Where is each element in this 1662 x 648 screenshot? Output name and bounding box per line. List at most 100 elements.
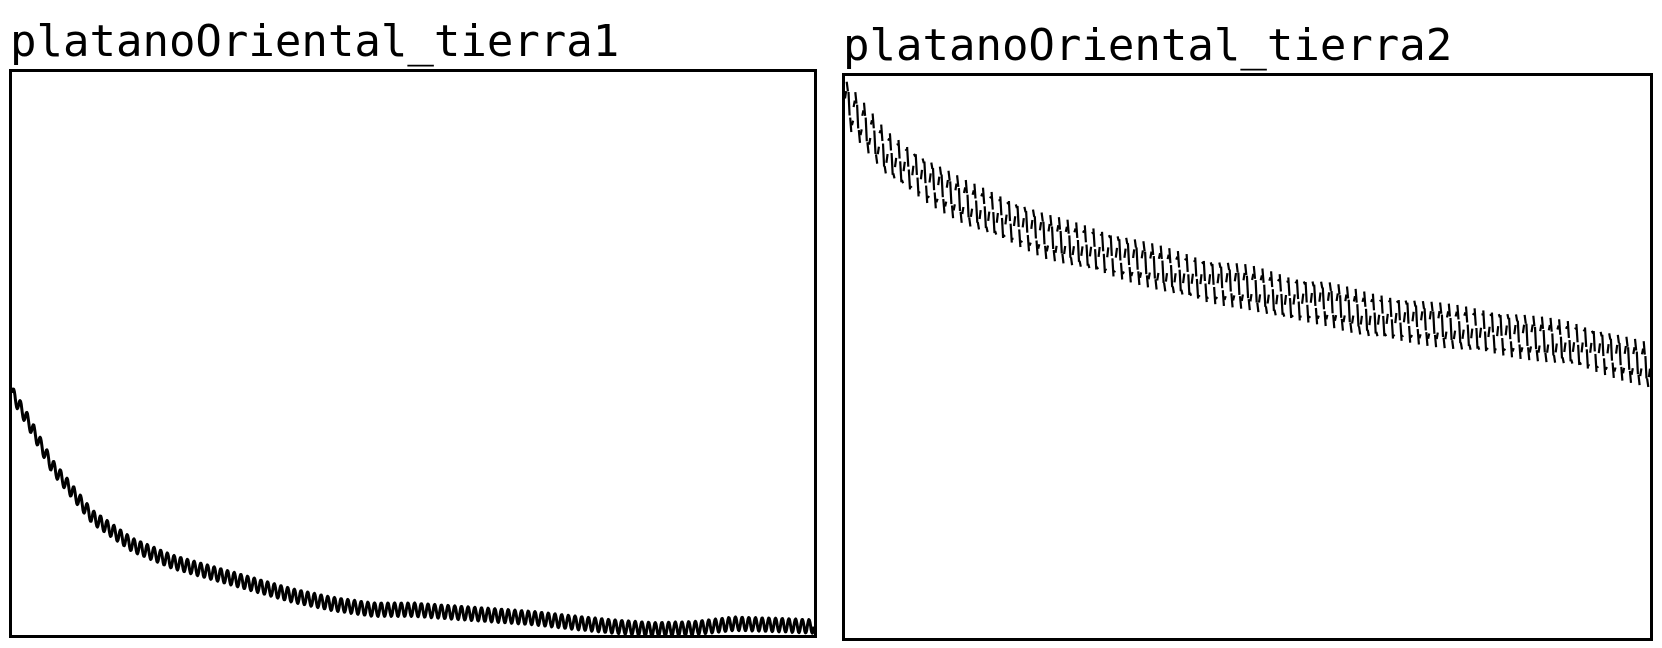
series-segment bbox=[1106, 247, 1110, 258]
series-segment bbox=[1539, 324, 1543, 332]
series-segment bbox=[1523, 314, 1527, 324]
series-segment bbox=[933, 192, 937, 209]
series-segment bbox=[1406, 302, 1410, 324]
series-segment bbox=[1485, 347, 1489, 351]
series-segment bbox=[1397, 300, 1401, 321]
series-segment bbox=[1197, 294, 1201, 298]
series-segment bbox=[1568, 340, 1572, 362]
series-segment bbox=[1580, 342, 1584, 353]
plot-area bbox=[842, 73, 1653, 641]
series-segment bbox=[1428, 310, 1432, 320]
series-segment bbox=[1535, 349, 1539, 362]
series-segment bbox=[1292, 294, 1296, 305]
series-segment bbox=[899, 161, 903, 183]
series-segment bbox=[1427, 333, 1431, 340]
series-segment bbox=[1461, 329, 1465, 339]
series-segment bbox=[1470, 328, 1474, 339]
series-segment bbox=[1402, 312, 1407, 323]
series-segment bbox=[1597, 343, 1602, 354]
series-segment bbox=[1314, 307, 1319, 325]
series-segment bbox=[1287, 277, 1291, 296]
series-segment bbox=[1021, 217, 1025, 228]
series-segment bbox=[1290, 314, 1294, 318]
series-segment bbox=[1270, 271, 1274, 288]
series-segment bbox=[1075, 222, 1079, 238]
series-segment bbox=[1357, 326, 1362, 335]
series-segment bbox=[990, 191, 994, 210]
series-segment bbox=[1288, 298, 1293, 319]
series-segment bbox=[925, 185, 929, 204]
series-segment bbox=[1235, 263, 1239, 273]
series-segment bbox=[847, 91, 851, 116]
series-segment bbox=[1237, 272, 1241, 295]
series-segment bbox=[1020, 240, 1024, 244]
series-segment bbox=[1211, 263, 1215, 285]
series-segment bbox=[1278, 274, 1282, 292]
series-segment bbox=[1066, 219, 1070, 234]
series-segment bbox=[956, 175, 960, 188]
series-segment bbox=[1344, 294, 1348, 302]
series-segment bbox=[878, 129, 882, 134]
series-segment bbox=[1304, 281, 1308, 303]
series-segment bbox=[1611, 362, 1615, 378]
series-segment bbox=[1000, 217, 1005, 239]
series-segment bbox=[1326, 292, 1331, 301]
series-segment bbox=[1220, 266, 1224, 289]
series-segment bbox=[1009, 223, 1013, 243]
series-segment bbox=[1561, 357, 1565, 364]
series-segment bbox=[968, 217, 972, 227]
series-segment bbox=[1366, 329, 1370, 337]
series-segment bbox=[1199, 274, 1203, 285]
series-segment bbox=[1182, 273, 1186, 284]
series-segment bbox=[1571, 342, 1576, 353]
series-segment bbox=[1511, 347, 1515, 352]
series-segment bbox=[1496, 325, 1500, 337]
series-segment bbox=[1452, 330, 1457, 340]
series-segment bbox=[926, 195, 930, 199]
series-segment bbox=[1414, 305, 1419, 328]
series-segment bbox=[1261, 268, 1265, 283]
series-segment bbox=[1621, 367, 1626, 374]
series-segment bbox=[1361, 297, 1365, 303]
series-segment bbox=[1321, 287, 1326, 310]
series-segment bbox=[1068, 235, 1072, 258]
series-segment bbox=[1401, 334, 1404, 338]
series-segment bbox=[1335, 293, 1339, 302]
series-segment bbox=[1356, 304, 1360, 327]
series-segment bbox=[1351, 315, 1355, 324]
series-segment bbox=[1100, 231, 1105, 252]
series-segment bbox=[1297, 301, 1301, 321]
series-segment bbox=[944, 201, 948, 207]
series-segment bbox=[1547, 324, 1551, 331]
series-segment bbox=[1145, 275, 1150, 288]
series-segment bbox=[1435, 332, 1439, 340]
series-segment bbox=[1439, 302, 1443, 314]
series-segment bbox=[1625, 336, 1629, 347]
series-segment bbox=[1620, 366, 1624, 381]
series-segment bbox=[1556, 325, 1560, 330]
series-segment bbox=[1442, 337, 1446, 349]
series-segment bbox=[1226, 262, 1231, 271]
series-segment bbox=[1530, 324, 1534, 333]
series-segment bbox=[1151, 243, 1155, 256]
series-segment bbox=[1031, 209, 1036, 217]
series-segment bbox=[856, 104, 860, 129]
series-segment bbox=[876, 146, 880, 155]
series-segment bbox=[1163, 282, 1167, 292]
series-segment bbox=[1016, 205, 1020, 227]
series-segment bbox=[1425, 332, 1429, 346]
series-segment bbox=[978, 209, 982, 220]
series-segment bbox=[1451, 340, 1455, 350]
series-segment bbox=[1376, 314, 1381, 325]
series-segment bbox=[1394, 312, 1398, 324]
series-segment bbox=[1468, 344, 1472, 350]
series-segment bbox=[1130, 271, 1134, 277]
series-segment bbox=[1616, 334, 1620, 344]
series-segment bbox=[1613, 367, 1617, 372]
series-segment bbox=[1518, 344, 1522, 359]
series-segment bbox=[1383, 333, 1388, 337]
series-segment bbox=[1126, 243, 1131, 266]
series-segment bbox=[950, 205, 955, 219]
series-segment bbox=[916, 177, 920, 197]
series-segment bbox=[1411, 311, 1415, 322]
